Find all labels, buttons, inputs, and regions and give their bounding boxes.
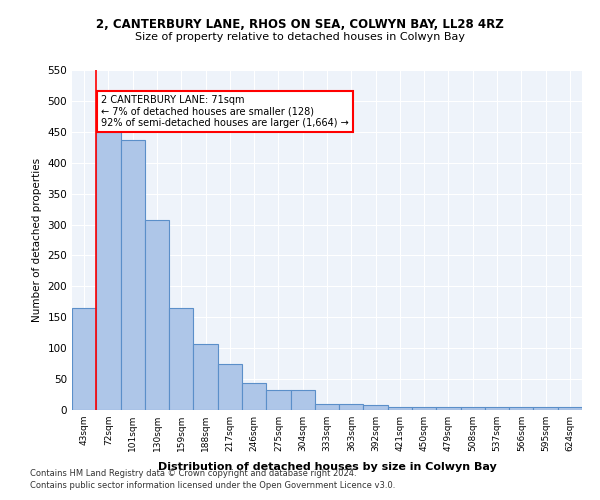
- Bar: [266, 390, 290, 410]
- Bar: [339, 404, 364, 410]
- Bar: [461, 407, 485, 410]
- Y-axis label: Number of detached properties: Number of detached properties: [32, 158, 42, 322]
- Text: 2, CANTERBURY LANE, RHOS ON SEA, COLWYN BAY, LL28 4RZ: 2, CANTERBURY LANE, RHOS ON SEA, COLWYN …: [96, 18, 504, 30]
- Text: Size of property relative to detached houses in Colwyn Bay: Size of property relative to detached ho…: [135, 32, 465, 42]
- Bar: [72, 308, 96, 410]
- Bar: [412, 407, 436, 410]
- Bar: [485, 407, 509, 410]
- Bar: [169, 308, 193, 410]
- Bar: [388, 407, 412, 410]
- Bar: [290, 390, 315, 410]
- Bar: [364, 405, 388, 410]
- Bar: [145, 220, 169, 410]
- Bar: [242, 383, 266, 410]
- Text: Contains public sector information licensed under the Open Government Licence v3: Contains public sector information licen…: [30, 481, 395, 490]
- Text: Contains HM Land Registry data © Crown copyright and database right 2024.: Contains HM Land Registry data © Crown c…: [30, 468, 356, 477]
- Bar: [96, 132, 121, 410]
- Bar: [315, 404, 339, 410]
- Bar: [121, 140, 145, 410]
- Text: 2 CANTERBURY LANE: 71sqm
← 7% of detached houses are smaller (128)
92% of semi-d: 2 CANTERBURY LANE: 71sqm ← 7% of detache…: [101, 94, 349, 128]
- Bar: [218, 364, 242, 410]
- X-axis label: Distribution of detached houses by size in Colwyn Bay: Distribution of detached houses by size …: [158, 462, 496, 472]
- Bar: [533, 407, 558, 410]
- Bar: [558, 407, 582, 410]
- Bar: [509, 407, 533, 410]
- Bar: [436, 407, 461, 410]
- Bar: [193, 344, 218, 410]
